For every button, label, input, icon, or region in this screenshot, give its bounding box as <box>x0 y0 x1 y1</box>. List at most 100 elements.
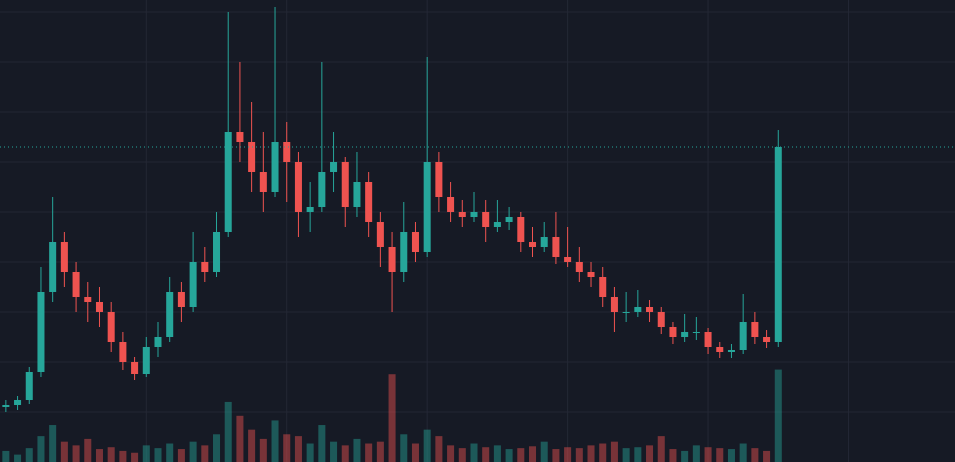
volume-bar <box>60 441 68 462</box>
volume-bar <box>49 425 57 462</box>
volume-bar <box>423 429 431 462</box>
volume-bar <box>435 436 443 462</box>
volume-bar <box>213 434 221 462</box>
candle-body <box>131 362 139 374</box>
candle-body <box>259 172 267 192</box>
candle-body <box>458 212 466 217</box>
volume-bar <box>154 448 162 462</box>
volume-bar <box>37 436 45 462</box>
volume-bar <box>177 449 185 462</box>
candle-body <box>60 242 68 272</box>
volume-bar <box>411 443 419 462</box>
volume-bar <box>727 449 735 462</box>
volume-bar <box>493 445 501 462</box>
volume-bar <box>505 449 513 462</box>
candle-body <box>72 272 80 297</box>
candle-body <box>166 292 174 337</box>
candle-body <box>330 162 338 172</box>
candle-body <box>646 307 654 312</box>
candle-body <box>84 297 92 302</box>
candle-body <box>271 142 279 192</box>
volume-bar <box>704 447 712 462</box>
volume-bar <box>622 448 630 462</box>
volume-bar <box>692 445 700 462</box>
volume-bar <box>552 449 560 462</box>
volume-bar <box>25 448 33 462</box>
volume-bar <box>528 446 537 462</box>
volume-bar <box>306 443 314 462</box>
volume-bar <box>751 448 759 462</box>
candle-body <box>306 207 314 212</box>
volume-bar <box>2 450 10 462</box>
candle-body <box>365 182 373 222</box>
candle-body <box>142 347 150 374</box>
candle-body <box>49 242 57 292</box>
volume-bar <box>470 443 478 462</box>
candle-body <box>353 182 361 207</box>
candle-body <box>763 337 771 342</box>
volume-bar <box>388 374 396 462</box>
volume-bar <box>72 445 80 462</box>
candle-body <box>435 162 443 197</box>
volume-bar <box>646 445 654 462</box>
volume-bar <box>564 447 572 462</box>
candle-body <box>575 262 583 272</box>
volume-bar <box>482 447 490 462</box>
candle-body <box>213 232 221 272</box>
candle-body <box>224 132 232 232</box>
volume-bar <box>95 449 103 462</box>
candle-body <box>248 142 256 172</box>
volume-bar <box>716 448 724 462</box>
candle-body <box>739 322 747 350</box>
volume-bar <box>142 445 150 462</box>
candle-body <box>470 212 478 217</box>
volume-bar <box>271 420 279 462</box>
candle-body <box>657 312 665 327</box>
candle-body <box>14 400 22 405</box>
volume-bar <box>119 450 127 462</box>
candle-body <box>154 337 162 347</box>
volume-bar <box>14 454 22 462</box>
candle-body <box>341 162 349 207</box>
volume-bar <box>341 445 349 462</box>
volume-bar <box>131 452 139 462</box>
candle-body <box>528 242 537 247</box>
candle-body <box>482 212 490 227</box>
candle-body <box>376 222 384 247</box>
volume-bar <box>517 448 525 462</box>
volume-bar <box>236 415 244 462</box>
volume-bar <box>634 447 642 462</box>
volume-bar <box>774 369 782 462</box>
volume-bar <box>107 447 115 462</box>
candle-body <box>107 312 115 342</box>
candle-body <box>587 272 595 277</box>
volume-bar <box>575 448 583 462</box>
candle-body <box>95 302 103 312</box>
candle-body <box>177 292 185 307</box>
candle-body <box>692 332 700 333</box>
volume-bar <box>458 448 466 462</box>
volume-bar <box>330 441 338 462</box>
candle-body <box>447 197 455 212</box>
candle-body <box>2 405 10 407</box>
volume-bar <box>763 450 771 462</box>
volume-bar <box>669 449 677 462</box>
candle-body <box>552 237 560 257</box>
candle-body <box>704 332 712 347</box>
volume-bar <box>248 429 256 462</box>
volume-bar <box>599 443 607 462</box>
candle-body <box>622 312 630 313</box>
volume-bar <box>400 434 408 462</box>
candle-body <box>189 262 197 307</box>
candle-body <box>423 162 431 252</box>
candle-body <box>599 277 607 297</box>
volume-bar <box>189 441 197 462</box>
candle-body <box>517 217 525 242</box>
candle-body <box>634 307 642 312</box>
candle-body <box>119 342 127 362</box>
candle-body <box>751 322 759 337</box>
volume-bar <box>166 443 174 462</box>
